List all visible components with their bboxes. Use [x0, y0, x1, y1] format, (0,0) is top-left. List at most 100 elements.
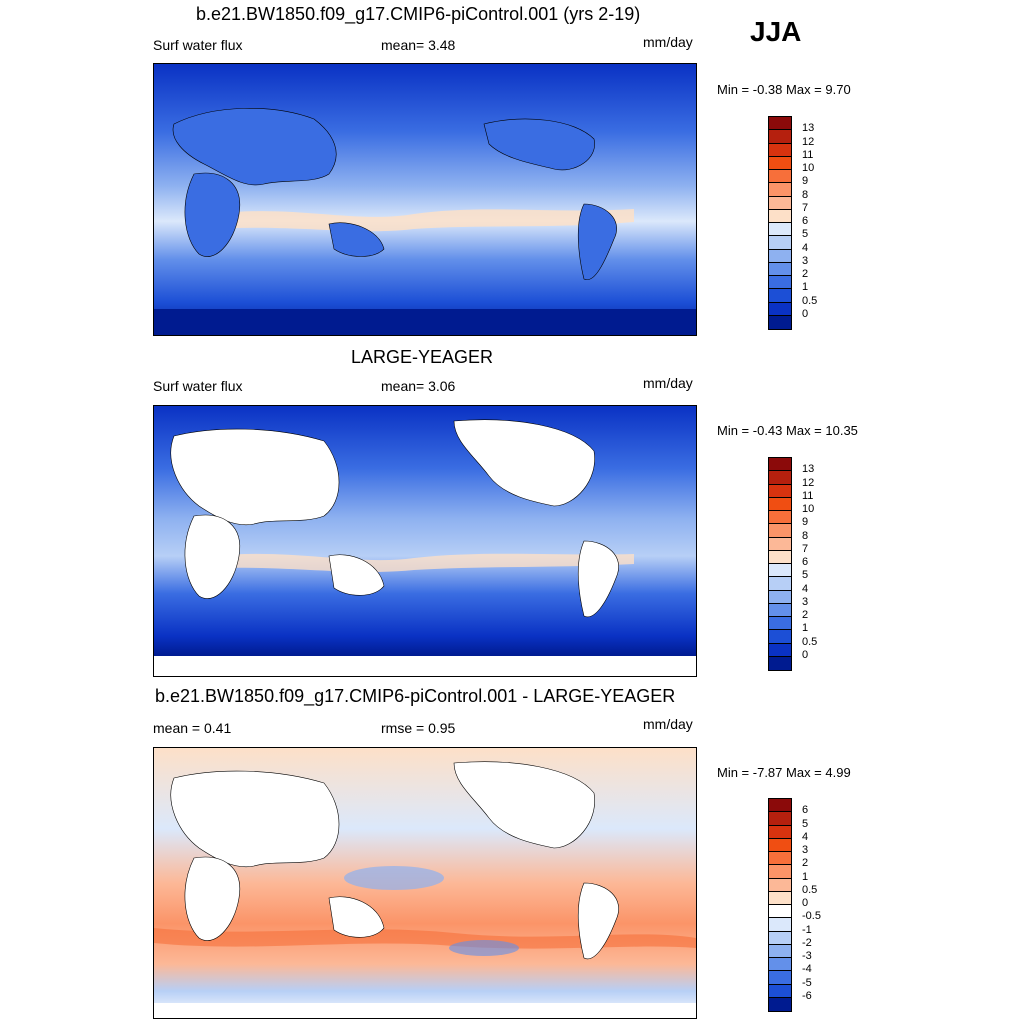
colorbar-segment	[769, 315, 791, 329]
colorbar-tick-label: 0	[802, 648, 809, 661]
colorbar-segment	[769, 656, 791, 670]
colorbar-tick-label: 12	[802, 476, 815, 489]
colorbar-segment	[769, 484, 791, 498]
panel-1-units: mm/day	[643, 34, 693, 50]
colorbar-segment	[769, 878, 791, 892]
colorbar-segment	[769, 603, 791, 617]
colorbar-tick-label: 1	[802, 870, 809, 883]
colorbar-segment	[769, 130, 791, 144]
colorbar-tick-label: 9	[802, 516, 809, 529]
colorbar-segment	[769, 564, 791, 578]
colorbar-segment	[769, 236, 791, 250]
colorbar-segment	[769, 471, 791, 485]
colorbar-segment	[769, 209, 791, 223]
colorbar-tick-label: -3	[802, 950, 812, 962]
panel-1-mean-label: mean= 3.48	[381, 37, 456, 53]
colorbar-segment	[769, 276, 791, 290]
colorbar-segment	[769, 799, 791, 813]
colorbar-segment	[769, 891, 791, 905]
colorbar-segment	[769, 143, 791, 157]
colorbar-segment	[769, 249, 791, 263]
colorbar-tick-label: 2	[802, 857, 809, 870]
colorbar-tick-label: 7	[802, 201, 809, 214]
colorbar-segment	[769, 590, 791, 604]
colorbar-segment	[769, 918, 791, 932]
panel-1-colorbar	[768, 116, 792, 330]
panel-2-map	[153, 405, 697, 677]
colorbar-segment	[769, 984, 791, 998]
panel-2-mean-label: mean= 3.06	[381, 378, 456, 394]
colorbar-tick-label: 12	[802, 135, 815, 148]
colorbar-segment	[769, 958, 791, 972]
colorbar-tick-label: 5	[802, 817, 809, 830]
colorbar-tick-label: -0.5	[802, 910, 821, 923]
colorbar-segment	[769, 630, 791, 644]
colorbar-segment	[769, 170, 791, 184]
colorbar-segment	[769, 643, 791, 657]
colorbar-segment	[769, 550, 791, 564]
colorbar-segment	[769, 196, 791, 210]
colorbar-segment	[769, 537, 791, 551]
colorbar-tick-label: 4	[802, 241, 809, 254]
colorbar-tick-label: 5	[802, 228, 809, 241]
colorbar-tick-label: 6	[802, 556, 809, 568]
colorbar-segment	[769, 997, 791, 1011]
colorbar-segment	[769, 458, 791, 472]
colorbar-segment	[769, 302, 791, 316]
season-label: JJA	[750, 16, 802, 47]
colorbar-segment	[769, 944, 791, 958]
colorbar-tick-label: 9	[802, 175, 809, 188]
panel-3-units: mm/day	[643, 716, 693, 732]
colorbar-tick-label: 11	[802, 148, 814, 161]
colorbar-segment	[769, 931, 791, 945]
colorbar-segment	[769, 156, 791, 170]
colorbar-segment	[769, 617, 791, 631]
colorbar-tick-label: 2	[802, 609, 809, 621]
colorbar-tick-label: 4	[802, 582, 809, 595]
colorbar-tick-label: 13	[802, 463, 815, 476]
panel-3-mean-label: mean = 0.41	[153, 720, 232, 736]
colorbar-segment	[769, 262, 791, 276]
colorbar-tick-label: 2	[802, 268, 809, 280]
panel-3-title: b.e21.BW1850.f09_g17.CMIP6-piControl.001…	[155, 686, 676, 706]
panel-1-minmax: Min = -0.38 Max = 9.70	[717, 82, 851, 97]
colorbar-segment	[769, 117, 791, 131]
panel-2-minmax: Min = -0.43 Max = 10.35	[717, 423, 858, 438]
panel-1-variable-label: Surf water flux	[153, 37, 243, 53]
colorbar-segment	[769, 223, 791, 237]
colorbar-segment	[769, 511, 791, 525]
colorbar-tick-label: 1	[802, 281, 809, 294]
colorbar-segment	[769, 497, 791, 511]
panel-1-title: b.e21.BW1850.f09_g17.CMIP6-piControl.001…	[196, 4, 641, 24]
colorbar-tick-label: 13	[802, 122, 815, 135]
colorbar-tick-label: 11	[802, 489, 814, 502]
colorbar-tick-label: 6	[802, 215, 809, 227]
colorbar-tick-label: 3	[802, 844, 809, 856]
colorbar-tick-label: 0.5	[802, 294, 818, 307]
colorbar-segment	[769, 971, 791, 985]
colorbar-segment	[769, 825, 791, 839]
colorbar-tick-label: 10	[802, 503, 815, 515]
colorbar-segment	[769, 905, 791, 919]
panel-2-units: mm/day	[643, 375, 693, 391]
colorbar-tick-label: 8	[802, 188, 809, 201]
panel-2-title: LARGE-YEAGER	[351, 347, 494, 367]
panel-1-map	[153, 63, 697, 336]
colorbar-tick-label: 0.5	[802, 635, 818, 648]
panel-2-colorbar	[768, 457, 792, 671]
panel-3-map	[153, 747, 697, 1019]
colorbar-tick-label: 4	[802, 830, 809, 843]
colorbar-tick-label: 0.5	[802, 883, 818, 896]
panel-3-minmax: Min = -7.87 Max = 4.99	[717, 765, 851, 780]
colorbar-tick-label: 7	[802, 542, 809, 555]
colorbar-tick-label: -6	[802, 989, 812, 1002]
colorbar-tick-label: 0	[802, 897, 809, 909]
panel-3-colorbar	[768, 798, 792, 1012]
colorbar-tick-label: -4	[802, 963, 812, 976]
colorbar-tick-label: -5	[802, 976, 812, 989]
colorbar-segment	[769, 812, 791, 826]
colorbar-segment	[769, 183, 791, 197]
colorbar-tick-label: -1	[802, 923, 812, 936]
panel-3-rmse-label: rmse = 0.95	[381, 720, 456, 736]
colorbar-segment	[769, 852, 791, 866]
